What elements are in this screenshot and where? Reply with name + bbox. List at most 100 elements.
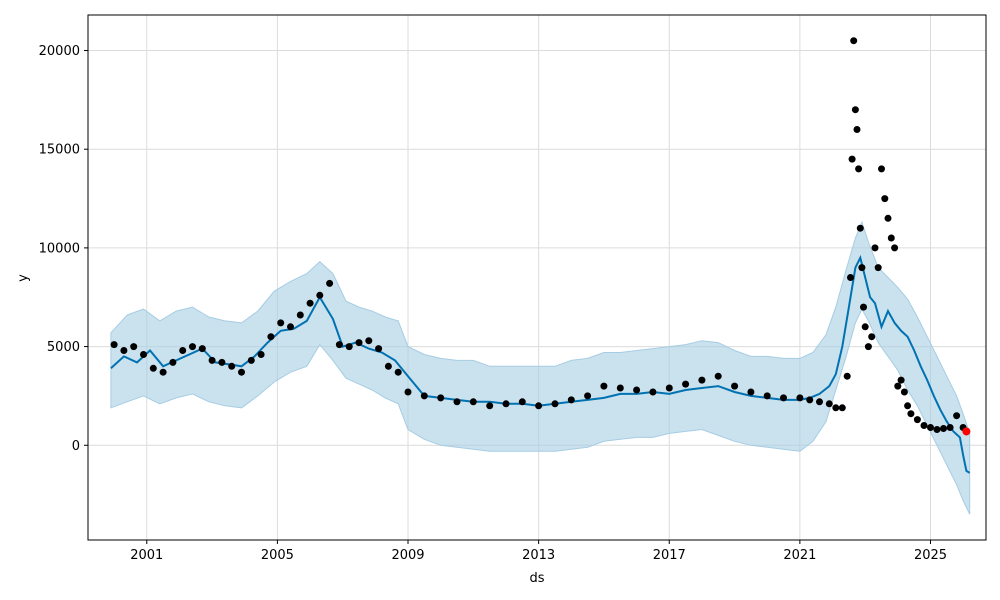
y-axis-ticks: 0 5000 10000 15000 20000 (39, 44, 88, 454)
y-tick-label: 0 (72, 439, 80, 454)
x-tick-label: 2021 (783, 548, 816, 563)
observed-point (796, 394, 804, 402)
observed-point (110, 341, 118, 349)
observed-point (904, 402, 912, 410)
observed-point (946, 424, 954, 431)
observed-point (140, 351, 147, 358)
observed-point (860, 303, 867, 311)
highlight-point (962, 427, 971, 436)
observed-point (891, 244, 899, 252)
observed-point (953, 412, 961, 420)
observed-point (228, 362, 236, 370)
observed-point (189, 343, 196, 351)
observed-point (316, 291, 324, 299)
observed-point (326, 279, 334, 287)
observed-point (394, 368, 402, 376)
observed-point (847, 274, 854, 281)
observed-point (306, 299, 314, 307)
x-axis-ticks: 2001 2005 2009 2013 2017 2021 2025 (130, 540, 947, 563)
observed-point (267, 333, 275, 341)
observed-point (843, 372, 851, 380)
observed-point (535, 402, 543, 410)
observed-point (584, 392, 592, 400)
observed-point (169, 358, 177, 366)
x-tick-label: 2013 (522, 548, 555, 563)
observed-point (159, 368, 167, 376)
observed-point (551, 400, 559, 408)
observed-point (806, 396, 814, 404)
observed-point (933, 426, 941, 433)
observed-point (437, 394, 445, 402)
observed-point (853, 126, 861, 133)
observed-point (502, 400, 510, 408)
observed-point (780, 394, 787, 402)
observed-point (864, 343, 872, 351)
x-tick-label: 2001 (130, 548, 163, 563)
observed-point (855, 165, 863, 173)
observed-point (277, 319, 285, 327)
x-tick-label: 2025 (914, 548, 947, 563)
observed-point (257, 351, 265, 358)
observed-point (682, 380, 690, 388)
observed-point (848, 155, 856, 163)
observed-point (838, 404, 846, 412)
observed-point (900, 388, 908, 396)
observed-point (218, 358, 226, 366)
y-tick-label: 5000 (47, 340, 80, 355)
observed-point (861, 323, 869, 331)
observed-point (665, 384, 673, 392)
observed-point (887, 234, 895, 242)
observed-point (179, 347, 187, 354)
observed-point (878, 165, 885, 173)
observed-point (897, 376, 905, 384)
observed-point (518, 398, 526, 406)
observed-point (874, 264, 882, 272)
observed-point (287, 323, 294, 331)
observed-point (453, 398, 461, 406)
observed-point (335, 341, 343, 349)
observed-point (698, 376, 706, 384)
observed-points (110, 37, 967, 433)
y-axis-label: y (16, 274, 31, 282)
x-axis-label: ds (529, 571, 544, 586)
observed-point (149, 364, 157, 372)
observed-point (884, 214, 892, 222)
observed-point (420, 392, 428, 400)
observed-point (120, 347, 128, 354)
observed-point (851, 106, 859, 114)
observed-point (927, 424, 934, 431)
observed-point (731, 382, 739, 390)
observed-point (365, 337, 373, 345)
observed-point (384, 362, 392, 370)
observed-point (907, 410, 915, 418)
x-tick-label: 2017 (653, 548, 686, 563)
observed-point (920, 422, 928, 429)
observed-point (871, 244, 879, 252)
observed-point (816, 398, 823, 406)
y-tick-label: 15000 (39, 143, 80, 158)
observed-point (404, 388, 412, 396)
observed-point (763, 392, 771, 400)
observed-point (856, 224, 864, 232)
observed-point (850, 37, 858, 45)
y-tick-label: 20000 (39, 44, 80, 59)
observed-point (747, 388, 755, 396)
x-tick-label: 2009 (391, 548, 424, 563)
observed-point (208, 356, 216, 364)
observed-point (868, 333, 876, 341)
observed-point (355, 339, 363, 347)
observed-point (858, 264, 866, 272)
observed-point (345, 343, 353, 351)
observed-point (238, 368, 245, 376)
observed-point (130, 343, 138, 351)
observed-point (375, 345, 383, 353)
observed-point (649, 388, 657, 396)
observed-point (633, 386, 641, 394)
uncertainty-band-area (110, 220, 971, 515)
observed-point (296, 311, 304, 319)
observed-point (600, 382, 608, 390)
observed-point (940, 425, 947, 432)
observed-point (881, 195, 889, 203)
